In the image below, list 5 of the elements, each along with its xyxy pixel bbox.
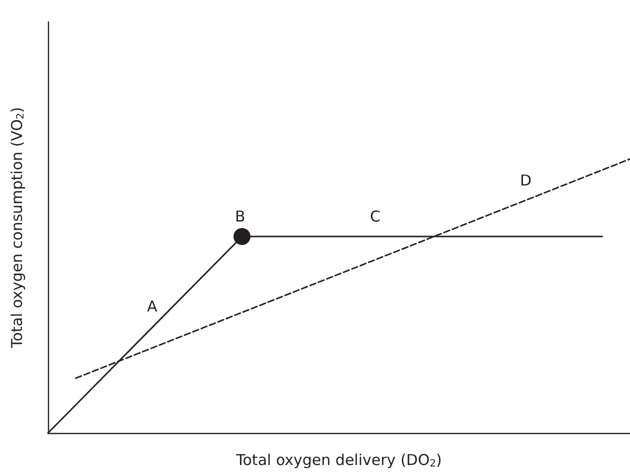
y-axis-title: Total oxygen consumption (VO2) xyxy=(8,106,26,350)
annotation: D xyxy=(520,172,532,190)
annotation: B xyxy=(235,208,246,226)
annotation: A xyxy=(147,298,158,316)
annotation: C xyxy=(370,208,380,226)
